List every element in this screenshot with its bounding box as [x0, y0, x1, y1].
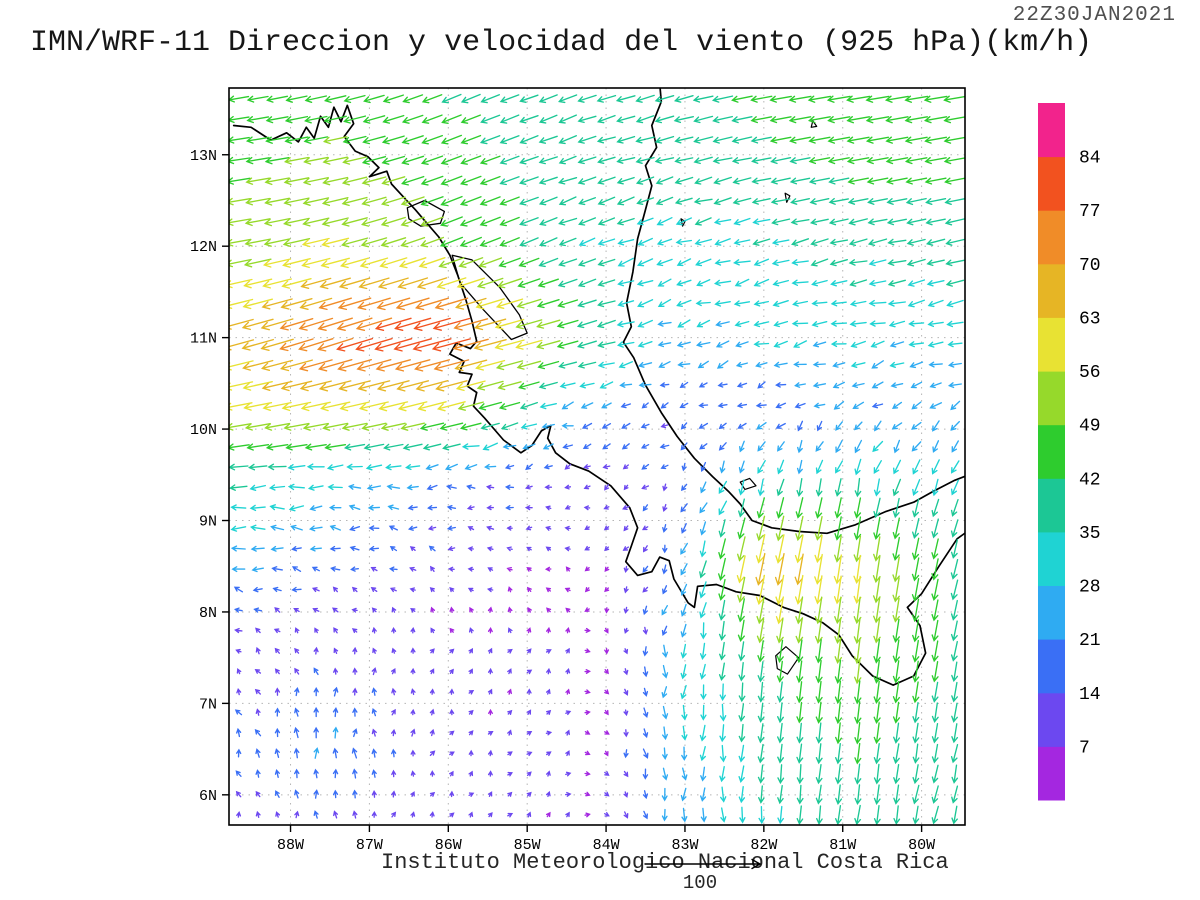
colorbar-segment	[1038, 317, 1065, 372]
y-tick-label: 8N	[199, 605, 217, 622]
reference-vector-arrow	[644, 858, 762, 870]
reference-vector-label: 100	[682, 872, 718, 894]
colorbar: 7 14 21 28 35 42 49 56 63 70 77 84	[1038, 103, 1101, 801]
lake-outline	[451, 254, 528, 341]
colorbar-segment	[1038, 424, 1065, 479]
colorbar-label: 70	[1079, 256, 1101, 276]
colorbar-segment	[1038, 692, 1065, 747]
wind-vectors	[229, 93, 965, 825]
x-tick-label: 82W	[750, 837, 777, 854]
credit-text: Instituto Meteorologico Nacional Costa R…	[381, 850, 949, 875]
y-tick-label: 11N	[190, 331, 217, 348]
lat-lon-gridlines	[229, 88, 965, 825]
colorbar-segment	[1038, 746, 1065, 801]
colorbar-segment	[1038, 585, 1065, 640]
colorbar-label: 28	[1079, 578, 1101, 598]
colorbar-label: 56	[1079, 363, 1101, 383]
x-tick-label: 81W	[829, 837, 856, 854]
colorbar-segment	[1038, 371, 1065, 426]
colorbar-label: 77	[1079, 202, 1101, 222]
coastline	[232, 104, 965, 686]
x-tick-label: 87W	[356, 837, 383, 854]
colorbar-label: 7	[1079, 738, 1090, 758]
x-tick-label: 85W	[514, 837, 541, 854]
colorbar-segment	[1038, 639, 1065, 694]
y-tick-label: 13N	[190, 148, 217, 165]
colorbar-label: 21	[1079, 631, 1101, 651]
colorbar-segment	[1038, 103, 1065, 158]
colorbar-label: 84	[1079, 149, 1101, 169]
chart-title: IMN/WRF-11 Direccion y velocidad del vie…	[30, 26, 1093, 60]
island-outline	[775, 646, 800, 675]
colorbar-segment	[1038, 210, 1065, 265]
colorbar-segment	[1038, 156, 1065, 211]
valid-time-label: 22Z30JAN2021	[1012, 4, 1176, 27]
y-tick-label: 12N	[190, 239, 217, 256]
colorbar-segment	[1038, 478, 1065, 533]
colorbar-segment	[1038, 531, 1065, 586]
y-tick-label: 9N	[199, 514, 217, 531]
colorbar-label: 35	[1079, 524, 1101, 544]
island-outline	[810, 120, 818, 128]
x-tick-label: 88W	[277, 837, 304, 854]
x-tick-label: 86W	[435, 837, 462, 854]
island-outline	[739, 477, 757, 490]
x-tick-label: 83W	[671, 837, 698, 854]
island-outline	[784, 192, 791, 203]
colorbar-segment	[1038, 263, 1065, 318]
y-tick-label: 10N	[190, 422, 217, 439]
colorbar-label: 42	[1079, 470, 1101, 490]
colorbar-label: 49	[1079, 417, 1101, 437]
y-tick-label: 7N	[199, 696, 217, 713]
plot-frame	[228, 87, 966, 826]
y-tick-label: 6N	[199, 788, 217, 805]
axis-ticks: 88W 87W 86W 85W 84W 83W 82W 81W 80W 6N 7N 8N 9N 10N 11…	[190, 148, 935, 854]
colorbar-label: 63	[1079, 310, 1101, 330]
x-tick-label: 84W	[593, 837, 620, 854]
x-tick-label: 80W	[908, 837, 935, 854]
colorbar-label: 14	[1079, 685, 1101, 705]
